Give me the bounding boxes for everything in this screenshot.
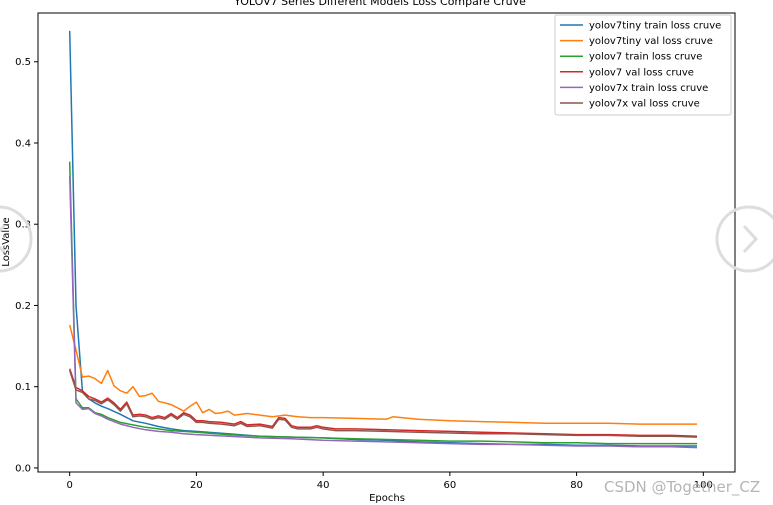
y-tick-label: 0.3 <box>15 220 31 231</box>
series-line-2 <box>68 324 697 425</box>
chart-title: YOLOV7 Series Different Models Loss Comp… <box>233 0 526 8</box>
y-tick-label: 0.5 <box>15 57 31 68</box>
plot-frame <box>37 12 736 473</box>
legend-label-5: yolov7x train loss cruve <box>589 83 708 94</box>
prev-arrow-icon[interactable] <box>0 204 34 274</box>
legend-label-6: yolov7x val loss cruve <box>589 99 700 110</box>
series-line-5 <box>68 175 698 449</box>
series-line-3 <box>68 161 697 445</box>
next-arrow-icon[interactable] <box>714 204 773 274</box>
x-tick-label: 20 <box>190 480 203 491</box>
x-tick-label: 0 <box>66 480 72 491</box>
x-tick-label: 80 <box>570 480 583 491</box>
y-axis-ticks: 0.0 0.1 0.2 0.3 0.4 0.5 <box>15 57 38 474</box>
x-axis-label: Epochs <box>369 493 405 504</box>
legend-label-3: yolov7 train loss cruve <box>589 52 702 63</box>
legend-box <box>554 14 732 116</box>
x-tick-label: 40 <box>317 480 330 491</box>
x-axis-ticks: 0 20 40 60 80 100 <box>66 472 713 491</box>
series-line-4 <box>68 368 698 438</box>
y-axis-label: LossValue <box>1 217 12 266</box>
legend-label-2: yolov7tiny val loss cruve <box>589 36 713 47</box>
legend: yolov7tiny train loss cruve yolov7tiny va… <box>554 14 732 116</box>
x-tick-label: 100 <box>694 480 713 491</box>
y-tick-label: 0.1 <box>15 382 31 393</box>
x-tick-label: 60 <box>443 480 456 491</box>
y-tick-label: 0.0 <box>15 463 31 474</box>
series-lines <box>68 30 698 449</box>
series-line-6 <box>68 370 698 438</box>
legend-label-1: yolov7tiny train loss cruve <box>589 21 721 32</box>
y-tick-label: 0.2 <box>15 301 31 312</box>
legend-label-4: yolov7 val loss cruve <box>589 67 694 78</box>
watermark: CSDN @Together_CZ <box>604 478 761 496</box>
y-tick-label: 0.4 <box>15 138 31 149</box>
